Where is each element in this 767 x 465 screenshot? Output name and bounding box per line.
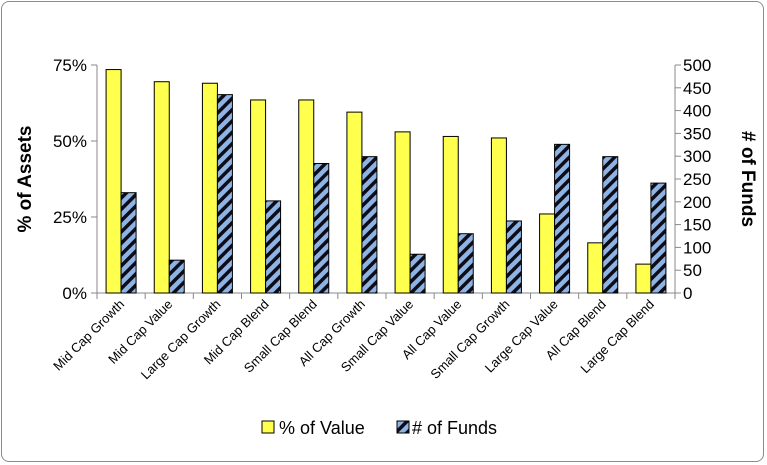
bar-percent-of-value <box>201 82 218 294</box>
bar-number-of-funds <box>361 156 378 294</box>
y2-tick-label: 450 <box>683 79 711 98</box>
y-tick-label: 50% <box>53 132 87 151</box>
legend-label-number-of-funds: # of Funds <box>412 418 497 438</box>
bar-percent-of-value <box>250 99 267 294</box>
y-tick-label: 0% <box>62 284 87 303</box>
y2-tick-label: 200 <box>683 193 711 212</box>
y2-tick-label: 100 <box>683 238 711 257</box>
bar-percent-of-value <box>442 135 459 294</box>
bar-percent-of-value <box>298 99 315 294</box>
bar-number-of-funds <box>457 233 474 294</box>
legend-swatch-percent-of-value <box>261 420 275 434</box>
bar-number-of-funds <box>120 192 137 294</box>
legend-label-percent-of-value: % of Value <box>279 418 365 438</box>
y2-tick-label: 50 <box>683 261 702 280</box>
bar-percent-of-value <box>539 213 556 294</box>
bar-number-of-funds <box>505 220 522 294</box>
bar-percent-of-value <box>105 69 122 294</box>
y-axis-title: % of Assets <box>15 126 36 233</box>
axes <box>91 64 681 299</box>
bars <box>105 69 667 294</box>
bar-number-of-funds <box>602 156 619 294</box>
y2-tick-label: 250 <box>683 170 711 189</box>
bar-number-of-funds <box>216 94 233 294</box>
y2-tick-label: 350 <box>683 124 711 143</box>
legend: % of Value # of Funds <box>261 418 497 438</box>
bar-number-of-funds <box>554 143 571 294</box>
y2-tick-label: 300 <box>683 147 711 166</box>
bar-number-of-funds <box>265 200 282 294</box>
bar-percent-of-value <box>346 111 363 294</box>
bar-number-of-funds <box>168 259 185 294</box>
bar-percent-of-value <box>153 81 170 294</box>
y2-axis-title: # of Funds <box>737 131 758 227</box>
y2-tick-label: 0 <box>683 284 692 303</box>
y-tick-label: 25% <box>53 208 87 227</box>
bar-percent-of-value <box>394 131 411 294</box>
bar-percent-of-value <box>587 242 604 294</box>
y2-tick-label: 500 <box>683 56 711 75</box>
y2-tick-label: 400 <box>683 102 711 121</box>
bar-number-of-funds <box>650 182 667 294</box>
bar-number-of-funds <box>313 162 330 294</box>
bar-percent-of-value <box>490 137 507 294</box>
y-tick-label: 75% <box>53 56 87 75</box>
bar-number-of-funds <box>409 253 426 294</box>
y2-tick-label: 150 <box>683 216 711 235</box>
legend-swatch-number-of-funds <box>396 420 410 434</box>
bar-percent-of-value <box>635 263 652 294</box>
